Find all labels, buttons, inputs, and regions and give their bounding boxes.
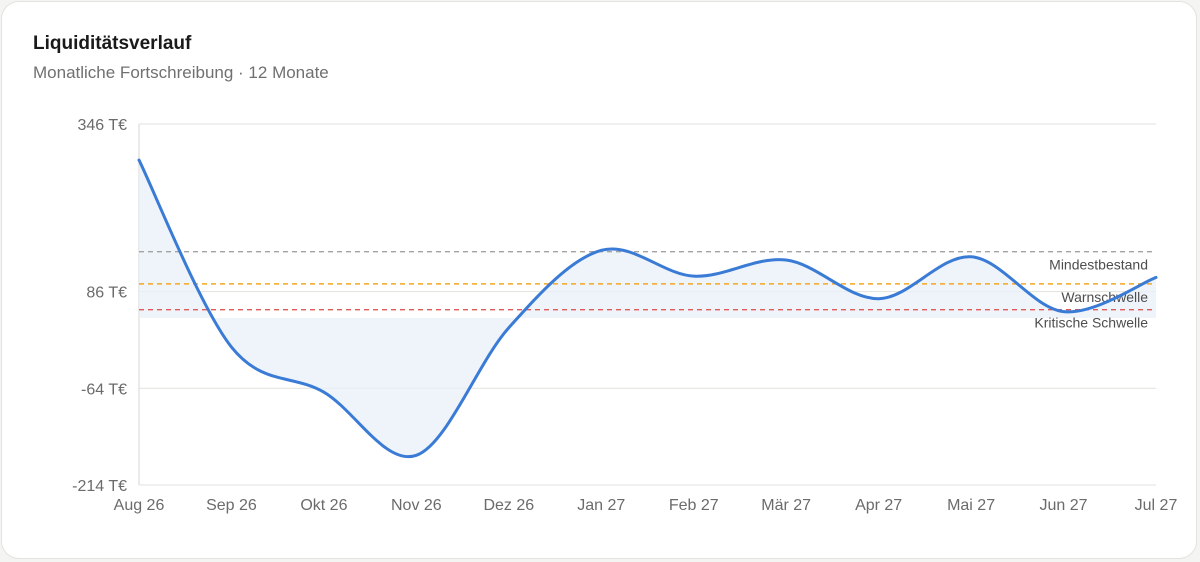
series-line-path (137, 158, 1158, 459)
area-fill (139, 160, 1156, 457)
x-tick-label: Mai 27 (947, 497, 995, 514)
x-tick-label: Aug 26 (114, 497, 165, 514)
reference-line-label: Mindestbestand (1049, 257, 1148, 273)
x-tick-label: Nov 26 (391, 497, 442, 514)
y-tick-label: 86 T€ (86, 285, 127, 302)
x-tick-label: Jan 27 (577, 497, 625, 514)
x-tick-label: Feb 27 (669, 497, 719, 514)
y-tick-label: 346 T€ (77, 117, 127, 134)
x-tick-label: Sep 26 (206, 497, 257, 514)
x-tick-label: Okt 26 (300, 497, 347, 514)
x-tick-label: Jul 27 (1135, 497, 1178, 514)
x-tick-label: Mär 27 (761, 497, 811, 514)
y-tick-label: -214 T€ (72, 478, 127, 495)
y-tick-label: -64 T€ (81, 381, 127, 398)
x-axis: Aug 26 Sep 26 Okt 26 Nov 26 Dez 26 Jan 27 Feb … (114, 497, 1178, 514)
x-tick-label: Apr 27 (855, 497, 902, 514)
chart-title: Liquiditätsverlauf (33, 33, 192, 54)
area-fill-shape (139, 160, 1156, 457)
chart-subtitle: Monatliche Fortschreibung · 12 Monate (33, 63, 329, 82)
series-line (137, 158, 1158, 459)
x-tick-label: Jun 27 (1040, 497, 1088, 514)
y-axis: 346 T€ 86 T€ -64 T€ -214 T€ (72, 117, 127, 495)
x-tick-label: Dez 26 (483, 497, 534, 514)
reference-line-label: Kritische Schwelle (1034, 315, 1148, 331)
